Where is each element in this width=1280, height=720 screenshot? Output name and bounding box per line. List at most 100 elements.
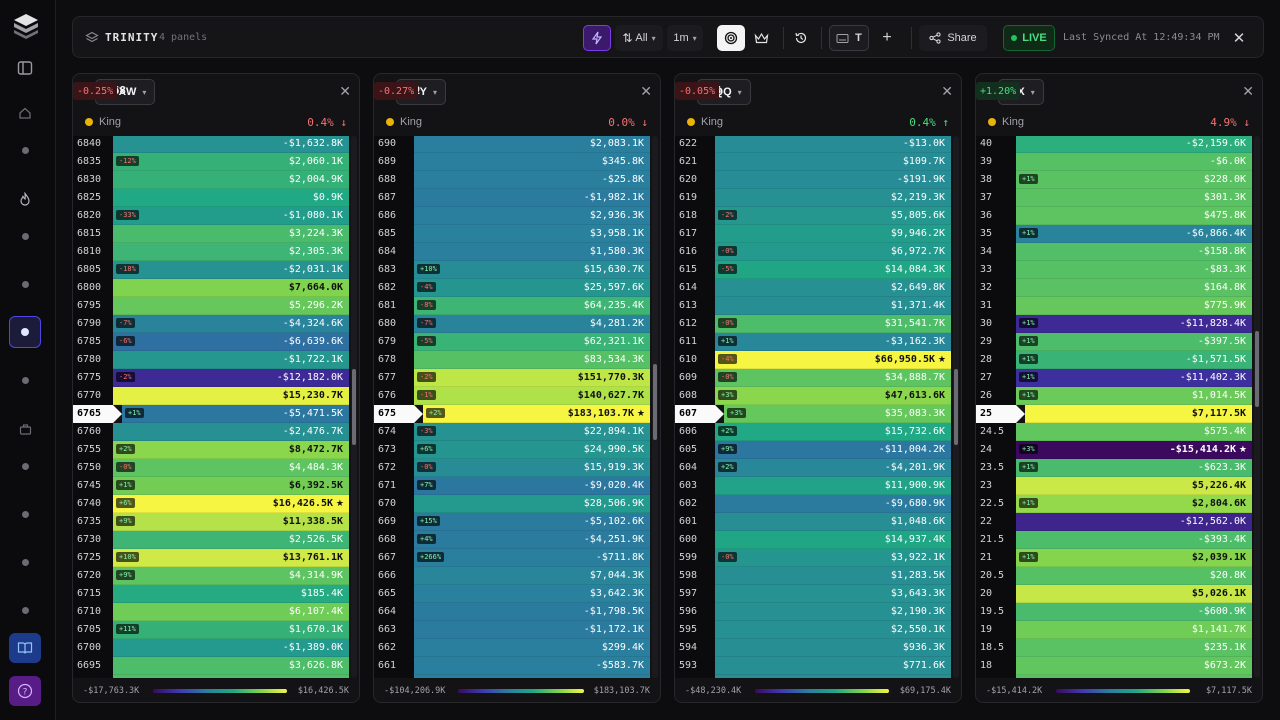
gex-cell[interactable]: -$25.8K (414, 171, 650, 189)
gex-cell[interactable]: $11,900.9K (715, 477, 951, 495)
strike-row[interactable]: 26 +1% $1,014.5K (976, 387, 1262, 405)
strike-row[interactable]: 6810 $2,305.3K (73, 243, 359, 261)
sidebar-nav-dot-1[interactable] (10, 135, 40, 165)
close-panel-icon[interactable]: ✕ (339, 83, 351, 99)
strike-row[interactable]: 6725 +10% $13,761.1K (73, 549, 359, 567)
strike-row[interactable]: 6750 -0% $4,484.3K (73, 459, 359, 477)
gex-cell[interactable]: +1% -$1,571.5K (1016, 351, 1252, 369)
gex-cell[interactable]: $301.3K (1016, 189, 1252, 207)
gex-cell[interactable]: +10% $13,761.1K (113, 549, 349, 567)
strike-row[interactable]: 677 -2% $151,770.3K (374, 369, 660, 387)
gex-cell[interactable]: -$1,172.1K (414, 621, 650, 639)
gex-cell[interactable]: $1,371.4K (715, 297, 951, 315)
gex-cell[interactable]: $7,664.0K (113, 279, 349, 297)
scrollbar-thumb[interactable] (653, 363, 657, 440)
gex-cell[interactable]: -3% $22,894.1K (414, 423, 650, 441)
strike-row[interactable]: 6765 +1% -$5,471.5K (73, 405, 359, 423)
gex-cell[interactable]: -1% $140,627.7K (414, 387, 650, 405)
strike-row[interactable]: 6825 $0.9K (73, 189, 359, 207)
strike-row[interactable]: 24.5 $575.4K (976, 423, 1262, 441)
gex-cell[interactable]: +2% $15,732.6K (715, 423, 951, 441)
gex-cell[interactable]: -4% $25,597.6K (414, 279, 650, 297)
gex-cell[interactable]: +1% -$6,866.4K (1016, 225, 1252, 243)
strike-row[interactable]: 611 +1% -$3,162.3K (675, 333, 961, 351)
strike-row[interactable]: 666 $7,044.3K (374, 567, 660, 585)
gex-cell[interactable]: -$1,722.1K (113, 351, 349, 369)
strike-row[interactable]: 6710 $6,107.4K (73, 603, 359, 621)
gex-cell[interactable]: +9% $4,314.9K (113, 567, 349, 585)
gex-cell[interactable]: -$2,159.6K (1016, 136, 1252, 153)
gex-cell[interactable]: $345.8K (414, 153, 650, 171)
strike-row[interactable]: 664 -$1,798.5K (374, 603, 660, 621)
scrollbar-thumb[interactable] (352, 369, 356, 445)
strike-row[interactable]: 671 +7% -$9,020.4K (374, 477, 660, 495)
gex-cell[interactable]: -$1,389.0K (113, 639, 349, 657)
strike-row[interactable]: 32 $164.8K (976, 279, 1262, 297)
strike-row[interactable]: 6800 $7,664.0K (73, 279, 359, 297)
strike-list[interactable]: 6840 -$1,632.8K 6835 -12% $2,060.1K 6830 $2,00… (73, 136, 359, 678)
strike-list[interactable]: 690 $2,083.1K 689 $345.8K 688 -$25.8K 687 -$1,9… (374, 136, 660, 678)
gex-cell[interactable]: -$13.0K (715, 136, 951, 153)
gex-cell[interactable]: $775.9K (1016, 297, 1252, 315)
gex-cell[interactable]: +1% $2,039.1K (1016, 549, 1252, 567)
gex-cell[interactable]: +266% -$711.8K (414, 549, 650, 567)
strike-row[interactable]: 20 $5,026.1K (976, 585, 1262, 603)
close-panel-icon[interactable]: ✕ (640, 83, 652, 99)
strike-row[interactable]: 31 $775.9K (976, 297, 1262, 315)
strike-row[interactable]: 6770 $15,230.7K (73, 387, 359, 405)
gex-cell[interactable]: $20.8K (1016, 567, 1252, 585)
gex-cell[interactable]: +2% $8,472.7K (113, 441, 349, 459)
strike-row[interactable]: 6740 +6% $16,426.5K ★ (73, 495, 359, 513)
gex-cell[interactable]: $936.3K (715, 639, 951, 657)
strike-row[interactable]: 27 +1% -$11,402.3K (976, 369, 1262, 387)
strike-row[interactable]: 603 $11,900.9K (675, 477, 961, 495)
gex-cell[interactable]: $14,937.4K (715, 531, 951, 549)
gex-cell[interactable]: -$83.3K (1016, 261, 1252, 279)
gex-cell[interactable]: $2,936.3K (414, 207, 650, 225)
gex-cell[interactable]: $28,506.9K (414, 495, 650, 513)
strike-row[interactable]: 21 +1% $2,039.1K (976, 549, 1262, 567)
gex-cell[interactable]: -$600.9K (1016, 603, 1252, 621)
strike-row[interactable]: 30 +1% -$11,828.4K (976, 315, 1262, 333)
strike-row[interactable]: 6780 -$1,722.1K (73, 351, 359, 369)
plus-icon[interactable]: + (882, 29, 892, 46)
gex-cell[interactable]: +1% $2,804.6K (1016, 495, 1252, 513)
strike-row[interactable]: 38 +1% $228.0K (976, 171, 1262, 189)
sidebar-nav-dot-active[interactable] (9, 316, 41, 348)
strike-row[interactable]: 684 $1,580.3K (374, 243, 660, 261)
gex-cell[interactable]: -$12,562.0K (1016, 513, 1252, 531)
gex-cell[interactable]: +6% $24,990.5K (414, 441, 650, 459)
strike-row[interactable]: 6830 $2,004.9K (73, 171, 359, 189)
strike-row[interactable]: 29 +1% -$397.5K (976, 333, 1262, 351)
gex-cell[interactable]: -5% $62,321.1K (414, 333, 650, 351)
strike-row[interactable]: 663 -$1,172.1K (374, 621, 660, 639)
gex-cell[interactable]: -2% $5,805.6K (715, 207, 951, 225)
strike-row[interactable]: 6815 $3,224.3K (73, 225, 359, 243)
strike-row[interactable]: 601 $1,048.6K (675, 513, 961, 531)
share-button[interactable]: Share (919, 25, 987, 51)
strike-row[interactable]: 18.5 $235.1K (976, 639, 1262, 657)
strike-row[interactable]: 686 $2,936.3K (374, 207, 660, 225)
strike-row[interactable]: 17.5 -$52.3K (976, 675, 1262, 678)
gex-cell[interactable]: $299.4K (414, 639, 650, 657)
strike-row[interactable]: 687 -$1,982.1K (374, 189, 660, 207)
strike-row[interactable]: 22.5 +1% $2,804.6K (976, 495, 1262, 513)
gex-cell[interactable]: +4% -$4,251.9K (414, 531, 650, 549)
strike-row[interactable]: 23.5 +1% -$623.3K (976, 459, 1262, 477)
lightning-button[interactable] (583, 25, 611, 51)
gex-cell[interactable]: $1,141.7K (1016, 621, 1252, 639)
strike-row[interactable]: 18 $673.2K (976, 657, 1262, 675)
gex-cell[interactable]: +1% -$3,162.3K (715, 333, 951, 351)
gex-cell[interactable]: -$191.9K (715, 171, 951, 189)
strike-row[interactable]: 608 +3% $47,613.6K (675, 387, 961, 405)
strike-row[interactable]: 602 -$9,680.9K (675, 495, 961, 513)
close-panel-icon[interactable]: ✕ (941, 83, 953, 99)
gex-cell[interactable]: $5,226.4K (1016, 477, 1252, 495)
gex-cell[interactable]: +2% -$4,201.9K (715, 459, 951, 477)
strike-row[interactable]: 36 $475.8K (976, 207, 1262, 225)
strike-row[interactable]: 6715 $185.4K (73, 585, 359, 603)
strike-row[interactable]: 6840 -$1,632.8K (73, 136, 359, 153)
gex-cell[interactable]: -$1,798.5K (414, 603, 650, 621)
strike-row[interactable]: 607 +3% $35,083.3K (675, 405, 961, 423)
gex-cell[interactable]: $109.7K (715, 153, 951, 171)
